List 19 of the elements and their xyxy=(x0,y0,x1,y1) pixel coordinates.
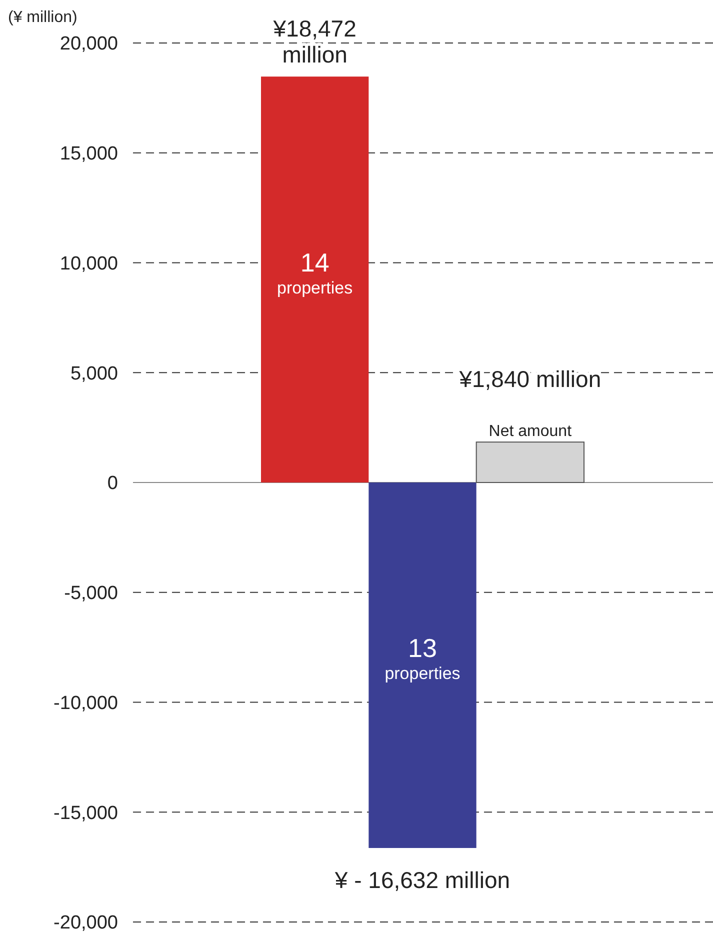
y-axis-title: (¥ million) xyxy=(8,9,78,26)
y-tick-label: -10,000 xyxy=(54,692,118,714)
bar xyxy=(261,76,369,482)
annotation: Net amount xyxy=(488,423,572,440)
bar xyxy=(368,482,476,848)
data-label: ¥ - 16,632 million xyxy=(334,866,510,893)
y-tick-label: 0 xyxy=(107,473,118,494)
annotation: 13 properties xyxy=(384,633,460,684)
y-tick-label: 5,000 xyxy=(70,363,118,384)
bar xyxy=(476,442,584,483)
y-tick-label: -5,000 xyxy=(64,583,118,604)
annotation: 14 properties xyxy=(277,248,353,298)
data-label: ¥18,472 million xyxy=(272,16,356,68)
y-tick-label: 20,000 xyxy=(60,34,118,55)
y-tick-label: 10,000 xyxy=(60,253,118,274)
y-tick-label: -20,000 xyxy=(54,912,118,932)
data-label: ¥1,840 million xyxy=(458,366,602,392)
y-tick-label: -15,000 xyxy=(54,802,118,824)
y-tick-label: 15,000 xyxy=(60,144,118,165)
